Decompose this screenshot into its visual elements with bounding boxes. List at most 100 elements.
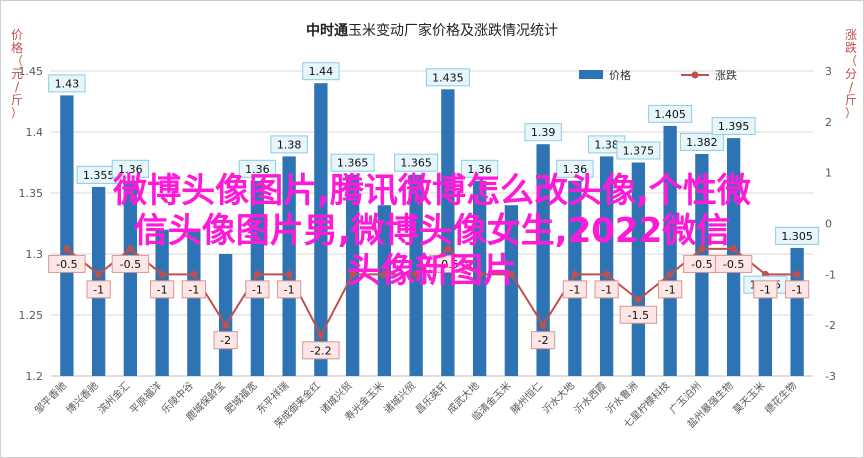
- price-data-label: 1.44: [309, 65, 334, 78]
- change-data-label-box: [562, 280, 587, 299]
- bar: [504, 205, 519, 376]
- price-data-label: 1.365: [337, 157, 369, 170]
- change-data-label: -1: [93, 283, 104, 296]
- legend-swatch-price: [579, 70, 603, 79]
- change-data-label-box: [150, 280, 175, 299]
- y-left-axis-title: 价格（元/斤）: [11, 28, 23, 120]
- price-data-label: 1.36: [245, 163, 270, 176]
- bar: [790, 247, 804, 376]
- x-tick-label: 诸城兴贸: [381, 380, 418, 417]
- change-data-label: -0.5: [691, 258, 712, 271]
- legend-label-change: 涨跌: [715, 68, 737, 82]
- bar: [187, 229, 201, 376]
- change-point: [666, 270, 674, 278]
- bar: [568, 180, 582, 376]
- price-data-label-box: [616, 141, 661, 160]
- chart-title: 中时通玉米变动厂家价格及涨跌情况统计: [306, 22, 558, 39]
- change-point: [190, 270, 198, 278]
- change-data-label-box: [714, 254, 753, 273]
- price-bars: [60, 83, 804, 377]
- price-data-label-box: [330, 153, 375, 172]
- change-data-label: -1: [792, 283, 803, 296]
- change-data-label: -1: [188, 283, 199, 296]
- price-data-label-box: [524, 123, 562, 142]
- bar: [441, 89, 455, 377]
- bar: [314, 83, 328, 376]
- price-data-label: 1.355: [83, 169, 115, 182]
- price-data-label: 1.36: [467, 163, 492, 176]
- price-data-label-box: [48, 74, 86, 93]
- bar: [250, 180, 265, 376]
- change-point: [95, 270, 103, 278]
- y-right-tick-label: 2: [825, 116, 832, 129]
- price-data-label: 1.36: [118, 163, 143, 176]
- change-data-label: -2.2: [310, 344, 331, 357]
- bar: [282, 156, 296, 376]
- change-data-label: -1: [157, 283, 168, 296]
- change-data-label-box: [429, 254, 467, 273]
- change-point: [793, 270, 801, 278]
- change-point: [603, 270, 611, 278]
- change-point: [507, 270, 515, 278]
- y-left-tick-label: 1.4: [26, 126, 44, 139]
- x-tick-label: 沂水大地: [540, 379, 577, 416]
- x-tick-label: 昌乐英轩: [413, 379, 450, 416]
- price-data-label-box: [394, 153, 439, 172]
- change-data-label-box: [302, 341, 340, 360]
- change-data-label: -1: [760, 283, 771, 296]
- price-data-label-box: [111, 159, 150, 178]
- bar: [377, 205, 392, 376]
- change-point: [444, 245, 452, 253]
- y-right-tick-label: 3: [825, 65, 832, 78]
- chart-title-brand: 中时通: [306, 22, 348, 39]
- change-point: [222, 321, 230, 329]
- price-data-label: 1.405: [654, 108, 686, 121]
- price-data-label: 1.435: [432, 71, 464, 84]
- x-tick-label: 邹平香驰: [32, 379, 69, 416]
- change-point: [730, 245, 738, 253]
- bar: [60, 95, 74, 377]
- change-data-label-box: [531, 331, 556, 350]
- price-data-label: 1.382: [686, 136, 718, 149]
- change-data-label: -1: [665, 283, 676, 296]
- change-data-label-box: [594, 280, 619, 299]
- data-labels: 1.431.355 1.36 1.361.381.441.365 1.3651.435…: [48, 62, 820, 360]
- bar: [472, 180, 487, 376]
- y-right-tick-label: -2: [825, 319, 836, 332]
- change-data-label-box: [785, 280, 810, 299]
- price-data-label: 1.305: [781, 230, 813, 243]
- change-data-label-box: [753, 280, 778, 299]
- change-point: [253, 270, 261, 278]
- chart-title-text: 玉米变动厂家价格及涨跌情况统计: [348, 22, 558, 39]
- price-data-label: 1.375: [623, 145, 655, 158]
- x-tick-label: 平原福洋: [127, 379, 164, 416]
- change-data-label-box: [48, 254, 86, 273]
- price-data-label: 1.38: [277, 138, 302, 151]
- price-data-label-box: [775, 226, 820, 245]
- y-right-tick-label: -1: [825, 268, 836, 281]
- bar: [663, 125, 677, 377]
- change-point: [698, 245, 706, 253]
- change-point: [63, 245, 71, 253]
- y-left-tick-label: 1.2: [26, 370, 44, 383]
- x-tick-label: 滨州金汇: [95, 379, 132, 416]
- price-data-label-box: [711, 117, 756, 136]
- y-left-tick-label: 1.45: [19, 65, 44, 78]
- y-right-axis-title: 涨跌（分/斤）: [845, 27, 857, 120]
- x-tick-label: 德花生物: [762, 379, 799, 416]
- price-data-label-box: [460, 159, 499, 178]
- price-data-label-box: [425, 68, 470, 87]
- price-data-label-box: [679, 132, 724, 151]
- change-data-label: -1: [601, 283, 612, 296]
- price-data-label: 1.43: [55, 77, 80, 90]
- change-data-label-box: [86, 280, 111, 299]
- price-data-label-box: [238, 159, 277, 178]
- bar: [218, 254, 233, 376]
- change-point: [126, 245, 134, 253]
- change-data-label: -0.5: [437, 258, 458, 271]
- change-data-label-box: [245, 280, 270, 299]
- x-tick-label: 沂水西霞: [571, 379, 608, 416]
- axes: 1.2 1.25 1.3 1.35 1.4 1.45 -3 -2 -1 0 1 2 3 价格（元/斤） 涨跌…: [11, 27, 857, 431]
- bar: [758, 296, 773, 376]
